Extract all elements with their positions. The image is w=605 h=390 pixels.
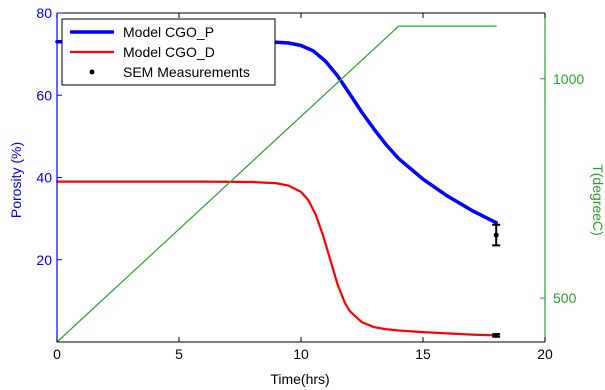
legend-label-model-cgo-d: Model CGO_D xyxy=(123,44,215,60)
legend-marker-sem-measurements xyxy=(89,69,95,75)
legend-label-model-cgo-p: Model CGO_P xyxy=(123,24,214,40)
x-tick-label-2: 10 xyxy=(293,346,309,362)
y-axis-label: Porosity (%) xyxy=(8,142,24,218)
y2-axis-label: T(degreeC) xyxy=(590,164,605,236)
y2-tick-label-1: 1000 xyxy=(553,71,584,87)
legend-label-sem-measurements: SEM Measurements xyxy=(123,64,250,80)
sem-point-0 xyxy=(493,232,499,238)
y2-tick-label-0: 500 xyxy=(553,290,577,306)
series-model-cgo-d-line xyxy=(55,180,498,337)
axes-layer: 0 5 10 15 20 20 40 60 80 500 1000 xyxy=(36,5,584,362)
x-tick-label-3: 15 xyxy=(415,346,431,362)
legend: Model CGO_P Model CGO_D SEM Measurements xyxy=(61,18,276,86)
y-tick-label-3: 80 xyxy=(36,5,52,21)
series-temperature-line xyxy=(56,25,497,343)
x-tick-label-0: 0 xyxy=(53,346,61,362)
y-tick-label-2: 60 xyxy=(36,87,52,103)
y-tick-label-1: 40 xyxy=(36,170,52,186)
x-tick-label-1: 5 xyxy=(175,346,183,362)
x-tick-label-4: 20 xyxy=(537,346,553,362)
y-tick-label-0: 20 xyxy=(36,252,52,268)
x-axis-label: Time(hrs) xyxy=(270,371,329,387)
sem-point-1 xyxy=(493,332,499,338)
